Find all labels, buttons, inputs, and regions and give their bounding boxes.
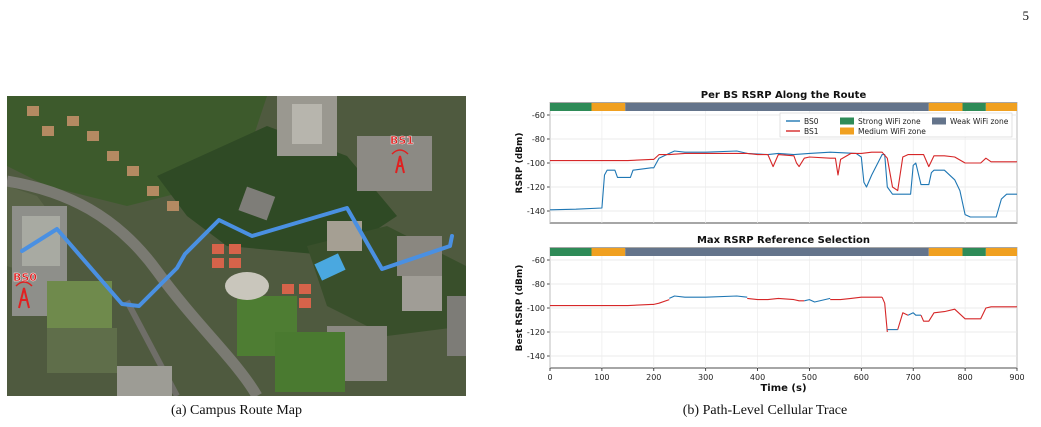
bs0-tower-icon (15, 281, 33, 309)
best-rsrp-segment-bs0 (907, 312, 921, 316)
y-tick-label: -140 (527, 352, 545, 361)
chart-title-0: Per BS RSRP Along the Route (701, 90, 867, 101)
y-tick-label: -60 (532, 111, 545, 120)
wifi-zone-band (591, 103, 626, 111)
series-line-bs0 (549, 150, 1017, 218)
best-rsrp-segment-bs1 (897, 312, 909, 330)
y-axis-label-0: RSRP (dBm) (515, 133, 525, 194)
best-rsrp-segment-bs1 (747, 297, 805, 302)
x-axis-label: Time (s) (760, 383, 806, 394)
y-tick-label: -60 (532, 256, 545, 265)
wifi-zone-band (550, 248, 592, 256)
wifi-zone-band (928, 103, 963, 111)
page-number: 5 (1022, 8, 1030, 23)
best-rsrp-segment-bs0 (669, 295, 748, 299)
y-tick-label: -80 (532, 280, 545, 289)
wifi-zone-band (625, 103, 929, 111)
x-tick-label: 0 (547, 373, 552, 382)
y-tick-label: -80 (532, 135, 545, 144)
wifi-zone-band (625, 248, 929, 256)
wifi-zone-band (985, 248, 1017, 256)
x-tick-label: 700 (906, 373, 921, 382)
y-axis-label-1: Best RSRP (dBm) (515, 265, 525, 352)
x-tick-label: 400 (750, 373, 765, 382)
y-tick-label: -100 (527, 159, 545, 168)
legend-label: BS0 (804, 117, 819, 126)
legend-swatch-zone (840, 127, 854, 135)
wifi-zone-band (962, 248, 986, 256)
wifi-zone-band (591, 248, 626, 256)
caption-cellular-trace: (b) Path-Level Cellular Trace (682, 403, 848, 418)
best-rsrp-segment-bs1 (920, 306, 1017, 322)
legend-label: Medium WiFi zone (858, 127, 926, 136)
campus-satellite-image: BS1 BS0 (7, 96, 466, 396)
best-rsrp-segment-bs0 (804, 297, 831, 303)
y-tick-label: -140 (527, 207, 545, 216)
chart-title-1: Max RSRP Reference Selection (697, 235, 870, 246)
legend-label: BS1 (804, 127, 819, 136)
best-rsrp-segment-bs1 (550, 299, 670, 307)
wifi-zone-band (928, 248, 963, 256)
y-tick-label: -100 (527, 304, 545, 313)
wifi-zone-band (550, 103, 592, 111)
legend-label: Strong WiFi zone (858, 117, 921, 126)
y-tick-label: -120 (527, 328, 545, 337)
route-path (20, 206, 454, 308)
legend-label: Weak WiFi zone (950, 117, 1009, 126)
caption-route-map: (a) Campus Route Map (170, 403, 303, 418)
x-tick-label: 800 (957, 373, 972, 382)
best-rsrp-segment-bs1 (830, 296, 883, 301)
bs1-label: BS1 (390, 134, 414, 147)
legend-swatch-zone (932, 117, 946, 125)
x-tick-label: 500 (802, 373, 817, 382)
y-tick-label: -120 (527, 183, 545, 192)
best-rsrp-segment-bs1 (881, 296, 888, 333)
legend-swatch-zone (840, 117, 854, 125)
x-tick-label: 200 (646, 373, 661, 382)
x-tick-label: 600 (854, 373, 869, 382)
wifi-zone-band (985, 103, 1017, 111)
bs0-label: BS0 (13, 271, 37, 284)
cellular-trace-chart: Per BS RSRP Along the Route -60 -80 -100 -12… (515, 90, 1025, 394)
x-tick-label: 900 (1009, 373, 1024, 382)
x-tick-label: 100 (594, 373, 609, 382)
x-tick-label: 300 (698, 373, 713, 382)
campus-route-map: BS1 BS0 (7, 96, 466, 396)
bs1-tower-icon (391, 149, 409, 174)
series-line-bs1 (550, 151, 1017, 192)
wifi-zone-band (962, 103, 986, 111)
legend-box (779, 112, 1013, 138)
